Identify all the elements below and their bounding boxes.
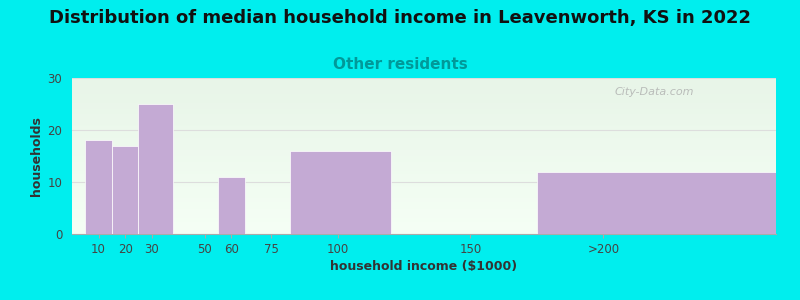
Bar [218,177,245,234]
Text: Other residents: Other residents [333,57,467,72]
Bar [138,104,173,234]
Bar [537,172,776,234]
Text: Distribution of median household income in Leavenworth, KS in 2022: Distribution of median household income … [49,9,751,27]
Bar [290,151,390,234]
Bar [112,146,138,234]
Bar [86,140,112,234]
X-axis label: household income ($1000): household income ($1000) [330,260,518,273]
Text: City-Data.com: City-Data.com [614,87,694,98]
Y-axis label: households: households [30,116,43,196]
